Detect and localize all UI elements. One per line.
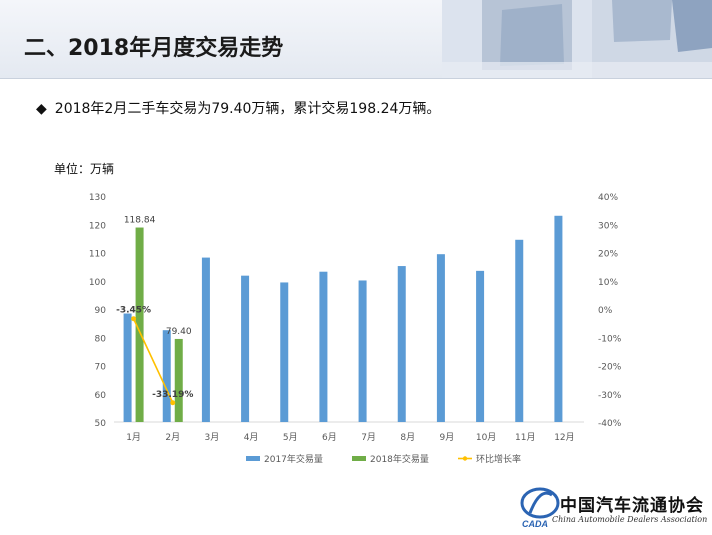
y-left-tick-label: 90: [95, 306, 107, 316]
x-tick-label: 4月: [244, 432, 259, 443]
y-right-tick-label: -30%: [598, 391, 622, 401]
bar-2017: [123, 313, 132, 422]
y-left-tick-label: 60: [95, 391, 107, 401]
bar-2017: [201, 257, 210, 422]
monthly-transaction-chart: 50 60 70 80 90 100 110 120 130 -40% -30% -20% -10% 0%…: [89, 193, 622, 465]
bar-2017: [280, 282, 289, 422]
cada-logo-subtitle: China Automobile Dealers Association: [552, 515, 708, 524]
bar-2018: [174, 338, 183, 422]
x-tick-label: 5月: [283, 432, 298, 443]
cada-logo-mark: CADA: [520, 487, 560, 529]
growth-rate-data-label: -33.19%: [152, 390, 193, 400]
legend-label: 2017年交易量: [264, 453, 323, 465]
y-right-tick-label: 30%: [598, 221, 618, 231]
bar-2017: [436, 254, 445, 422]
summary-line: ◆ 2018年2月二手车交易为79.40万辆，累计交易198.24万辆。: [36, 98, 440, 118]
bar-2017: [554, 215, 563, 422]
growth-rate-point: [131, 316, 137, 322]
bar-2017: [358, 280, 367, 422]
growth-rate-point: [170, 400, 176, 406]
diamond-bullet-icon: ◆: [36, 101, 47, 117]
y-left-tick-label: 100: [89, 278, 106, 288]
bar-data-label: 118.84: [124, 216, 156, 226]
legend-swatch-marker: [462, 456, 468, 461]
y-right-tick-label: -10%: [598, 334, 622, 344]
y-left-tick-label: 50: [95, 419, 107, 429]
x-tick-label: 3月: [205, 432, 220, 443]
bar-2018: [135, 227, 144, 422]
x-tick-label: 1月: [126, 432, 141, 443]
growth-rate-data-label: -3.45%: [116, 306, 151, 316]
bar-2017: [319, 271, 328, 422]
growth-rate-line: [132, 318, 174, 404]
cada-logo-mark-text: CADA: [522, 519, 548, 529]
x-tick-label: 2月: [165, 432, 180, 443]
chart-unit-label: 单位：万辆: [54, 162, 115, 176]
y-right-tick-label: 10%: [598, 278, 618, 288]
legend-swatch: [246, 456, 260, 461]
legend-swatch: [352, 456, 366, 461]
y-left-tick-label: 70: [95, 363, 107, 373]
y-right-tick-label: -20%: [598, 363, 622, 373]
y-right-tick-label: 0%: [598, 306, 613, 316]
y-left-tick-label: 130: [89, 193, 106, 203]
x-tick-label: 10月: [476, 432, 496, 443]
page-title: 二、2018年月度交易走势: [24, 36, 284, 61]
legend-label: 2018年交易量: [370, 453, 429, 465]
x-tick-label: 11月: [515, 432, 535, 443]
y-right-tick-label: 20%: [598, 250, 618, 260]
x-tick-label: 12月: [554, 432, 574, 443]
bar-2017: [162, 330, 171, 422]
x-tick-label: 6月: [322, 432, 337, 443]
x-tick-label: 9月: [440, 432, 455, 443]
bar-data-label: 79.40: [166, 327, 192, 337]
x-tick-label: 8月: [400, 432, 415, 443]
header-banner: 二、2018年月度交易走势: [0, 0, 712, 79]
bar-2017: [241, 275, 250, 422]
y-left-tick-label: 80: [95, 334, 107, 344]
y-left-tick-label: 120: [89, 221, 106, 231]
bar-2017: [476, 270, 485, 422]
y-right-tick-label: -40%: [598, 419, 622, 429]
bar-2017: [397, 266, 406, 422]
x-tick-label: 7月: [361, 432, 376, 443]
bar-2017: [515, 239, 524, 422]
header-decoration-image: [442, 0, 712, 78]
cada-logo-name: 中国汽车流通协会: [560, 496, 704, 516]
summary-text: 2018年2月二手车交易为79.40万辆，累计交易198.24万辆。: [54, 101, 441, 117]
y-left-tick-label: 110: [89, 250, 106, 260]
legend-label: 环比增长率: [476, 453, 521, 465]
y-right-tick-label: 40%: [598, 193, 618, 203]
